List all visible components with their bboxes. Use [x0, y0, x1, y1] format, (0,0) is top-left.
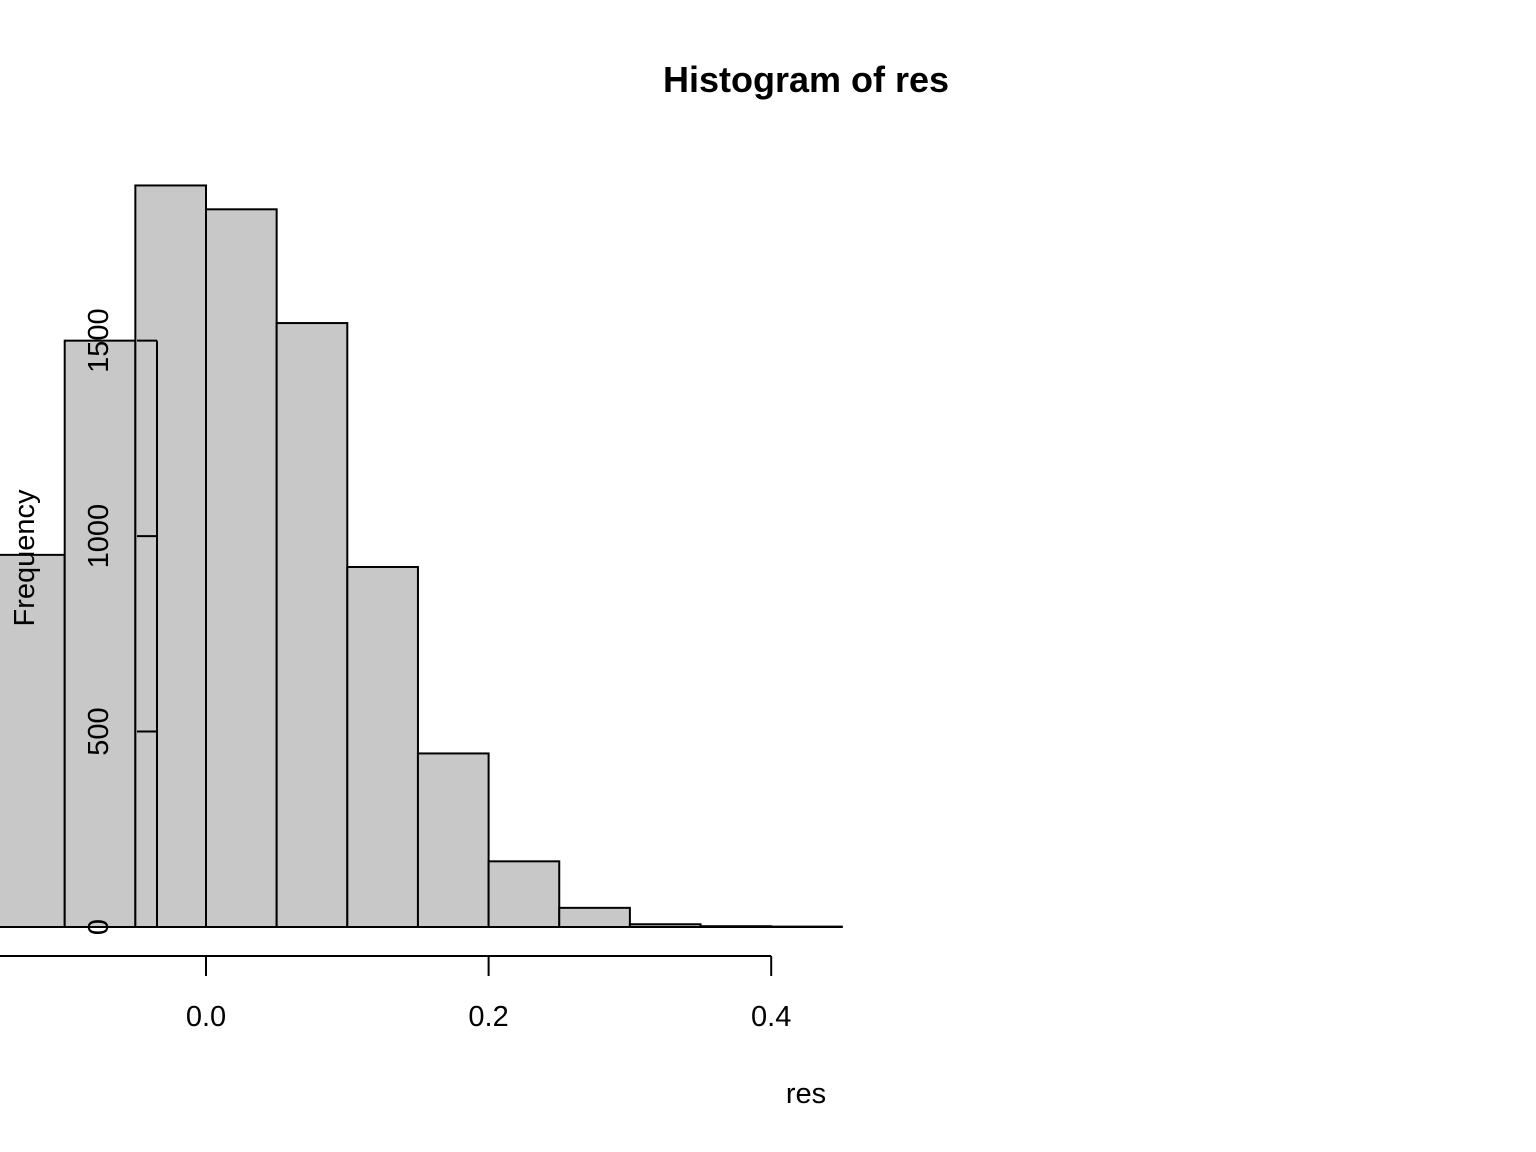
histogram-bar: [63, 339, 137, 928]
histogram-bar: [134, 184, 208, 928]
x-axis-label: res: [786, 1078, 826, 1110]
x-axis: -0.4-0.20.00.20.4: [0, 955, 791, 1033]
x-tick-label: 0.4: [751, 1001, 791, 1033]
y-tick-label: 1000: [83, 504, 115, 569]
y-tick-label: 500: [83, 707, 115, 755]
bars-group: [0, 184, 843, 929]
histogram-bar: [487, 860, 561, 928]
histogram-bar: [699, 925, 773, 929]
y-tick-label: 1500: [83, 308, 115, 373]
x-tick-label: 0.2: [468, 1001, 508, 1033]
y-tick-label: 0: [83, 919, 115, 935]
histogram-bar: [346, 565, 419, 928]
histogram-bar: [558, 906, 631, 928]
histogram-bar: [628, 923, 702, 928]
y-axis: 0 500 1000 1500: [83, 308, 158, 935]
histogram-bar: [275, 322, 349, 928]
chart-title: Histogram of res: [663, 59, 949, 100]
y-axis-label: Frequency: [9, 489, 41, 627]
histogram-bar: [416, 752, 490, 929]
x-tick-label: 0.0: [186, 1001, 226, 1033]
histogram-bar: [205, 208, 278, 928]
